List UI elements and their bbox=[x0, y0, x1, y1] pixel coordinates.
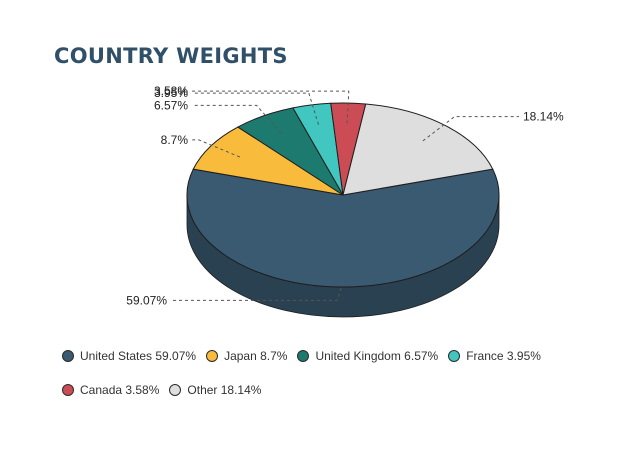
legend-swatch bbox=[169, 384, 182, 396]
leader-line-united-states bbox=[171, 282, 344, 301]
chart-legend: United States 59.07% Japan 8.7% United Kin… bbox=[62, 347, 582, 399]
legend-label: France 3.95% bbox=[466, 349, 541, 363]
data-label-france: 3.95% bbox=[154, 86, 188, 100]
legend-swatch bbox=[448, 350, 461, 362]
legend-item-france[interactable]: France 3.95% bbox=[448, 347, 541, 365]
legend-item-other[interactable]: Other 18.14% bbox=[169, 381, 261, 399]
slice-other bbox=[342, 103, 494, 196]
legend-label: Other 18.14% bbox=[187, 383, 262, 397]
legend-item-canada[interactable]: Canada 3.58% bbox=[62, 381, 159, 399]
leader-line-japan bbox=[192, 139, 240, 158]
legend-label: United Kingdom 6.57% bbox=[315, 349, 439, 363]
data-label-other: 18.14% bbox=[523, 110, 564, 124]
legend-label: United States 59.07% bbox=[80, 349, 197, 363]
leader-line-canada bbox=[192, 90, 350, 124]
legend-item-japan[interactable]: Japan 8.7% bbox=[206, 347, 287, 365]
legend-item-united-kingdom[interactable]: United Kingdom 6.57% bbox=[297, 347, 438, 365]
legend-swatch bbox=[297, 350, 310, 362]
legend-swatch bbox=[62, 350, 74, 362]
legend-swatch bbox=[62, 384, 74, 396]
legend-item-united-states[interactable]: United States 59.07% bbox=[62, 347, 196, 365]
legend-label: Japan 8.7% bbox=[224, 349, 288, 363]
slice-japan bbox=[192, 126, 344, 196]
data-label-canada: 3.58% bbox=[154, 84, 188, 98]
leader-line-other bbox=[422, 116, 519, 142]
leader-line-france bbox=[192, 92, 319, 125]
data-label-united-states: 59.07% bbox=[126, 293, 167, 307]
leader-line-united-kingdom bbox=[192, 104, 282, 134]
legend-swatch bbox=[206, 350, 219, 362]
data-label-japan: 8.7% bbox=[161, 133, 189, 147]
slice-united-states bbox=[186, 168, 500, 288]
legend-label: Canada 3.58% bbox=[80, 383, 160, 397]
data-label-united-kingdom: 6.57% bbox=[154, 98, 188, 112]
chart-title: COUNTRY WEIGHTS bbox=[54, 44, 288, 68]
